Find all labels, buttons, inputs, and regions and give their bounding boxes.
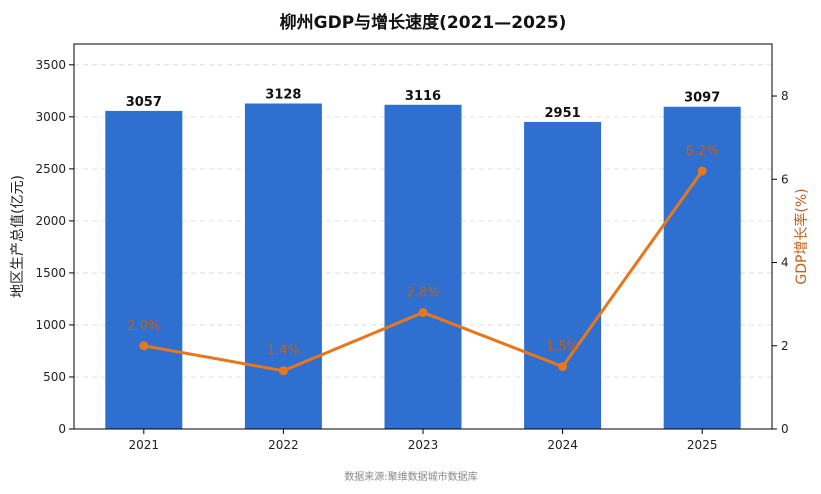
right-axis-ticks: 0 2 4 6 8 <box>772 89 789 436</box>
bar-value-label: 3097 <box>684 91 720 106</box>
y-tick-label-left: 2000 <box>35 214 66 228</box>
x-tick-label: 2023 <box>408 438 439 452</box>
y-tick-label-right: 8 <box>781 89 789 103</box>
bar-data-labels: 3057 3128 3116 2951 3097 <box>126 88 721 121</box>
y-tick-label-left: 1000 <box>35 318 66 332</box>
line-data-labels: 2.0% 1.4% 2.8% 1.5% 6.2% <box>127 144 718 359</box>
bar-value-label: 3128 <box>265 88 301 103</box>
bar-value-label: 3057 <box>126 95 162 110</box>
bar <box>524 121 602 429</box>
x-axis-ticks: 2021 2022 2023 2024 2025 <box>129 429 718 452</box>
x-tick-label: 2022 <box>268 438 299 452</box>
line-value-label: 2.0% <box>127 319 160 334</box>
y-tick-label-left: 2500 <box>35 162 66 176</box>
line-point <box>418 307 428 317</box>
line-point <box>278 366 288 376</box>
y-axis-label-left: 地区生产总值(亿元) <box>10 175 26 298</box>
line-point <box>558 362 568 372</box>
y-tick-label-right: 4 <box>781 256 789 270</box>
line-value-label: 1.4% <box>267 344 300 359</box>
data-source-note: 数据来源:聚维数据城市数据库 <box>344 470 477 483</box>
chart-title: 柳州GDP与增长速度(2021—2025) <box>280 12 567 33</box>
line-point <box>139 341 149 351</box>
line-value-label: 6.2% <box>686 144 719 159</box>
y-tick-label-right: 6 <box>781 172 789 186</box>
bar <box>663 106 741 429</box>
bar <box>105 110 183 430</box>
y-tick-label-right: 2 <box>781 339 789 353</box>
y-axis-label-right: GDP增长率(%) <box>793 188 810 284</box>
y-tick-label-left: 0 <box>58 422 66 436</box>
line-series <box>139 166 707 376</box>
bar <box>384 104 462 429</box>
line-point <box>697 166 707 176</box>
bar-series <box>105 103 741 430</box>
y-tick-label-left: 1500 <box>35 266 66 280</box>
y-tick-label-left: 3000 <box>35 110 66 124</box>
line-value-label: 2.8% <box>406 285 439 300</box>
left-axis-ticks: 0 500 1000 1500 2000 2500 3000 3500 <box>35 58 74 436</box>
y-tick-label-left: 3500 <box>35 58 66 72</box>
y-tick-label-right: 0 <box>781 422 789 436</box>
x-tick-label: 2024 <box>547 438 578 452</box>
x-tick-label: 2025 <box>687 438 718 452</box>
y-tick-label-left: 500 <box>43 370 66 384</box>
x-tick-label: 2021 <box>129 438 160 452</box>
bar-value-label: 2951 <box>545 106 581 121</box>
bar-value-label: 3116 <box>405 89 441 104</box>
line-value-label: 1.5% <box>546 340 579 355</box>
bar <box>244 103 322 429</box>
